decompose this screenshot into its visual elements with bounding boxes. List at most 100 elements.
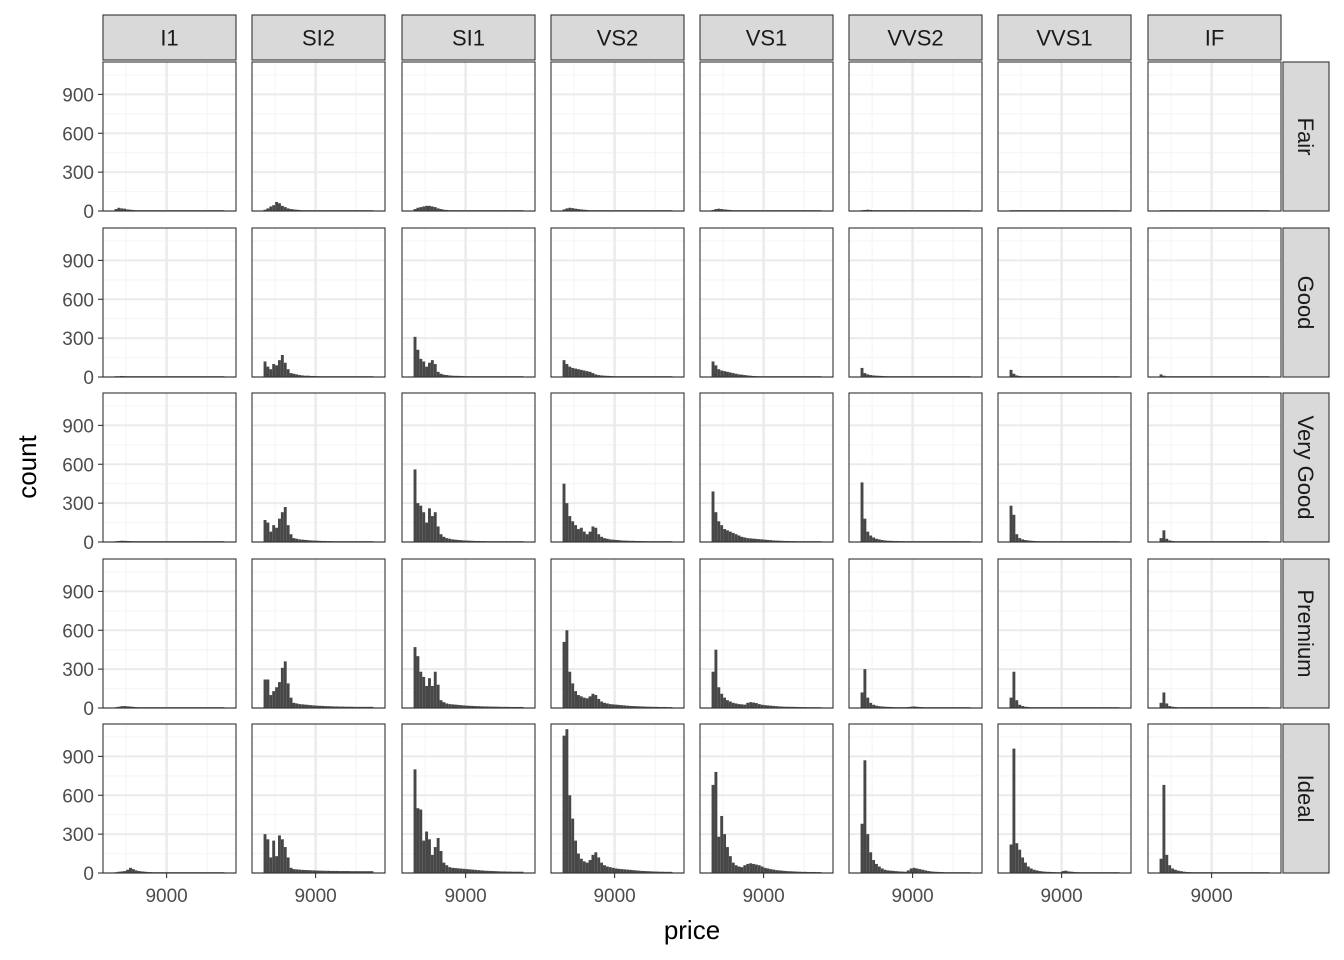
- histogram-bar: [1168, 540, 1172, 542]
- histogram-bar: [608, 539, 612, 542]
- histogram-bar: [579, 696, 583, 708]
- panel: [848, 723, 983, 874]
- histogram-bar: [929, 871, 933, 873]
- histogram-bar: [714, 771, 718, 873]
- histogram-bar: [315, 705, 319, 708]
- histogram-bar: [306, 870, 310, 873]
- histogram-bar: [875, 375, 878, 377]
- histogram-bar: [428, 362, 431, 377]
- panel: [1147, 723, 1282, 874]
- histogram-bar: [1024, 706, 1027, 708]
- histogram-bar: [752, 702, 755, 708]
- histogram-bar: [623, 869, 627, 873]
- histogram-bar: [582, 861, 586, 873]
- histogram-bar: [335, 870, 339, 873]
- histogram-bar: [740, 704, 744, 708]
- histogram-bar: [275, 687, 279, 708]
- histogram-bar: [883, 869, 887, 873]
- panel-background: [998, 62, 1131, 211]
- histogram-bar: [347, 871, 351, 873]
- histogram-bar: [456, 868, 460, 873]
- histogram-bar: [594, 374, 598, 377]
- histogram-bar: [1009, 697, 1013, 708]
- histogram-bar: [413, 336, 417, 377]
- panel-border: [848, 392, 983, 543]
- panel-border: [1147, 227, 1282, 378]
- panel: [550, 392, 685, 543]
- histogram-bar: [433, 671, 437, 708]
- histogram-bar: [723, 209, 727, 211]
- histogram-bar: [364, 706, 368, 708]
- histogram-bar: [568, 671, 572, 708]
- column-strip: [251, 14, 386, 61]
- histogram-bar: [304, 539, 307, 542]
- column-strip: [401, 14, 536, 61]
- histogram-bar: [775, 870, 779, 873]
- column-strip-label: VS1: [746, 26, 788, 51]
- histogram-bar: [889, 870, 893, 873]
- histogram-bar: [562, 735, 566, 873]
- histogram-bar: [717, 836, 721, 873]
- histogram-bar: [422, 512, 426, 542]
- histogram-bar: [416, 349, 420, 377]
- x-axes: 9000 9000 9000 9000 9000 9000 9000 9000: [145, 873, 1233, 907]
- histogram-bar: [413, 469, 417, 542]
- panel-border: [401, 61, 536, 212]
- histogram-bar: [280, 354, 284, 377]
- histogram-bar: [669, 871, 673, 873]
- row-strip: [1282, 392, 1330, 543]
- histogram-bar: [757, 704, 761, 708]
- histogram-bar: [752, 863, 755, 873]
- histogram-bar: [344, 871, 348, 873]
- histogram-bar: [1021, 706, 1025, 708]
- histogram-bar: [720, 525, 724, 542]
- histogram-bar: [117, 706, 121, 708]
- histogram-bar: [568, 207, 572, 211]
- histogram-bar: [620, 869, 624, 873]
- histogram-bar: [459, 868, 463, 873]
- histogram-bar: [629, 869, 632, 873]
- histogram-bar: [766, 539, 770, 542]
- histogram-bar: [778, 870, 781, 873]
- histogram-bar: [494, 706, 498, 708]
- histogram-bar: [875, 705, 878, 708]
- panel-background: [998, 228, 1131, 377]
- histogram-bar: [520, 871, 524, 873]
- histogram-bar: [657, 871, 661, 873]
- histogram-bar: [640, 706, 644, 708]
- histogram-bar: [577, 529, 580, 542]
- histogram-bar: [860, 367, 864, 377]
- histogram-bar: [436, 526, 440, 542]
- histogram-bar: [582, 370, 586, 377]
- histogram-bar: [737, 535, 741, 542]
- histogram-bar: [278, 518, 281, 542]
- histogram-bar: [737, 374, 741, 377]
- histogram-bar: [903, 871, 907, 873]
- histogram-bar: [292, 373, 296, 377]
- x-tick-label: 9000: [593, 886, 635, 907]
- histogram-bar: [295, 209, 299, 211]
- column-strip: [1147, 14, 1282, 61]
- histogram-bar: [301, 869, 305, 873]
- panel-border: [401, 723, 536, 874]
- histogram-bar: [562, 641, 566, 708]
- row-strip-label: Fair: [1293, 118, 1318, 156]
- histogram-bar: [568, 366, 572, 377]
- histogram-bar: [792, 871, 796, 873]
- panel-border: [1147, 61, 1282, 212]
- histogram-bar: [269, 857, 273, 873]
- histogram-bar: [508, 871, 512, 873]
- histogram-bar: [123, 871, 127, 873]
- panel-background: [551, 62, 684, 211]
- histogram-bar: [448, 375, 452, 377]
- histogram-bar: [350, 706, 354, 708]
- histogram-bar: [869, 375, 873, 377]
- histogram-bar: [454, 868, 457, 873]
- histogram-bar: [723, 371, 727, 377]
- histogram-bar: [506, 706, 509, 708]
- histogram-bar: [506, 871, 509, 873]
- histogram-bar: [863, 373, 867, 377]
- histogram-bar: [714, 512, 718, 542]
- histogram-bar: [1159, 702, 1163, 708]
- histogram-bar: [456, 539, 460, 542]
